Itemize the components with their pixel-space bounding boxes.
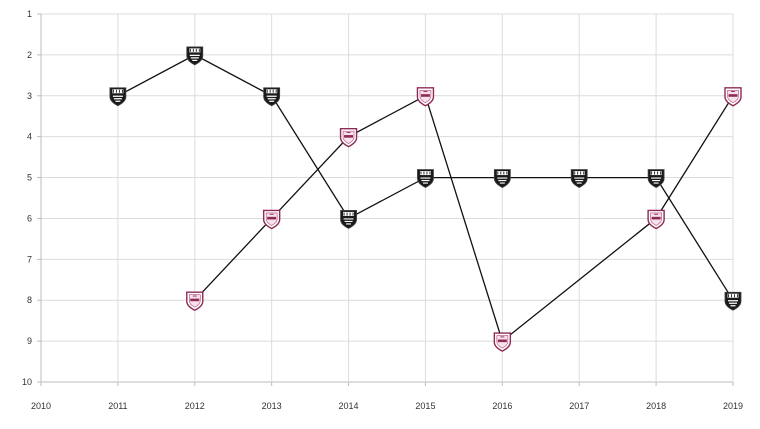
x-tick-label: 2010 [31, 401, 51, 411]
pink-shield-icon [339, 127, 358, 148]
x-tick-label: 2016 [492, 401, 512, 411]
pink-shield-icon [186, 291, 204, 312]
black-shield-icon [417, 169, 434, 189]
pink-shield-icon [493, 332, 512, 352]
black-shield-icon [263, 87, 281, 107]
x-tick-label: 2014 [339, 401, 359, 411]
pink-shield-icon [724, 87, 742, 107]
series-markers [109, 46, 742, 352]
y-tick-label: 5 [27, 173, 32, 183]
x-tick-label: 2011 [108, 401, 127, 411]
x-tick-label: 2017 [569, 401, 589, 411]
black-shield-icon [570, 169, 588, 189]
grid-layer [40, 13, 734, 383]
black-shield-icon [493, 169, 511, 189]
black-shield-icon [186, 46, 204, 66]
axis-layer [37, 13, 734, 386]
y-tick-label: 9 [27, 336, 32, 346]
x-tick-label: 2019 [723, 401, 743, 411]
pink-shield-icon [647, 209, 665, 230]
y-tick-label: 4 [27, 132, 32, 142]
black-shield-icon [109, 87, 127, 107]
pink-shield-icon [416, 87, 435, 107]
x-tick-label: 2013 [262, 401, 282, 411]
y-tick-label: 7 [27, 254, 32, 264]
black-shield-icon [724, 291, 742, 311]
y-tick-label: 2 [27, 50, 32, 60]
y-tick-label: 3 [27, 91, 32, 101]
y-tick-label: 10 [22, 377, 32, 387]
black-shield-icon [647, 169, 665, 189]
x-tick-label: 2015 [415, 401, 435, 411]
x-tick-label: 2018 [646, 401, 666, 411]
y-tick-label: 8 [27, 295, 32, 305]
black-shield-icon [340, 210, 357, 229]
y-tick-label: 1 [27, 9, 32, 19]
y-tick-label: 6 [27, 213, 32, 223]
pink-shield-icon [262, 209, 281, 230]
x-tick-label: 2012 [185, 401, 205, 411]
tick-labels: 1 2 3 4 5 6 7 8 9 10 2010 2011 2012 2013 2014 2015 2016 2… [22, 9, 743, 411]
